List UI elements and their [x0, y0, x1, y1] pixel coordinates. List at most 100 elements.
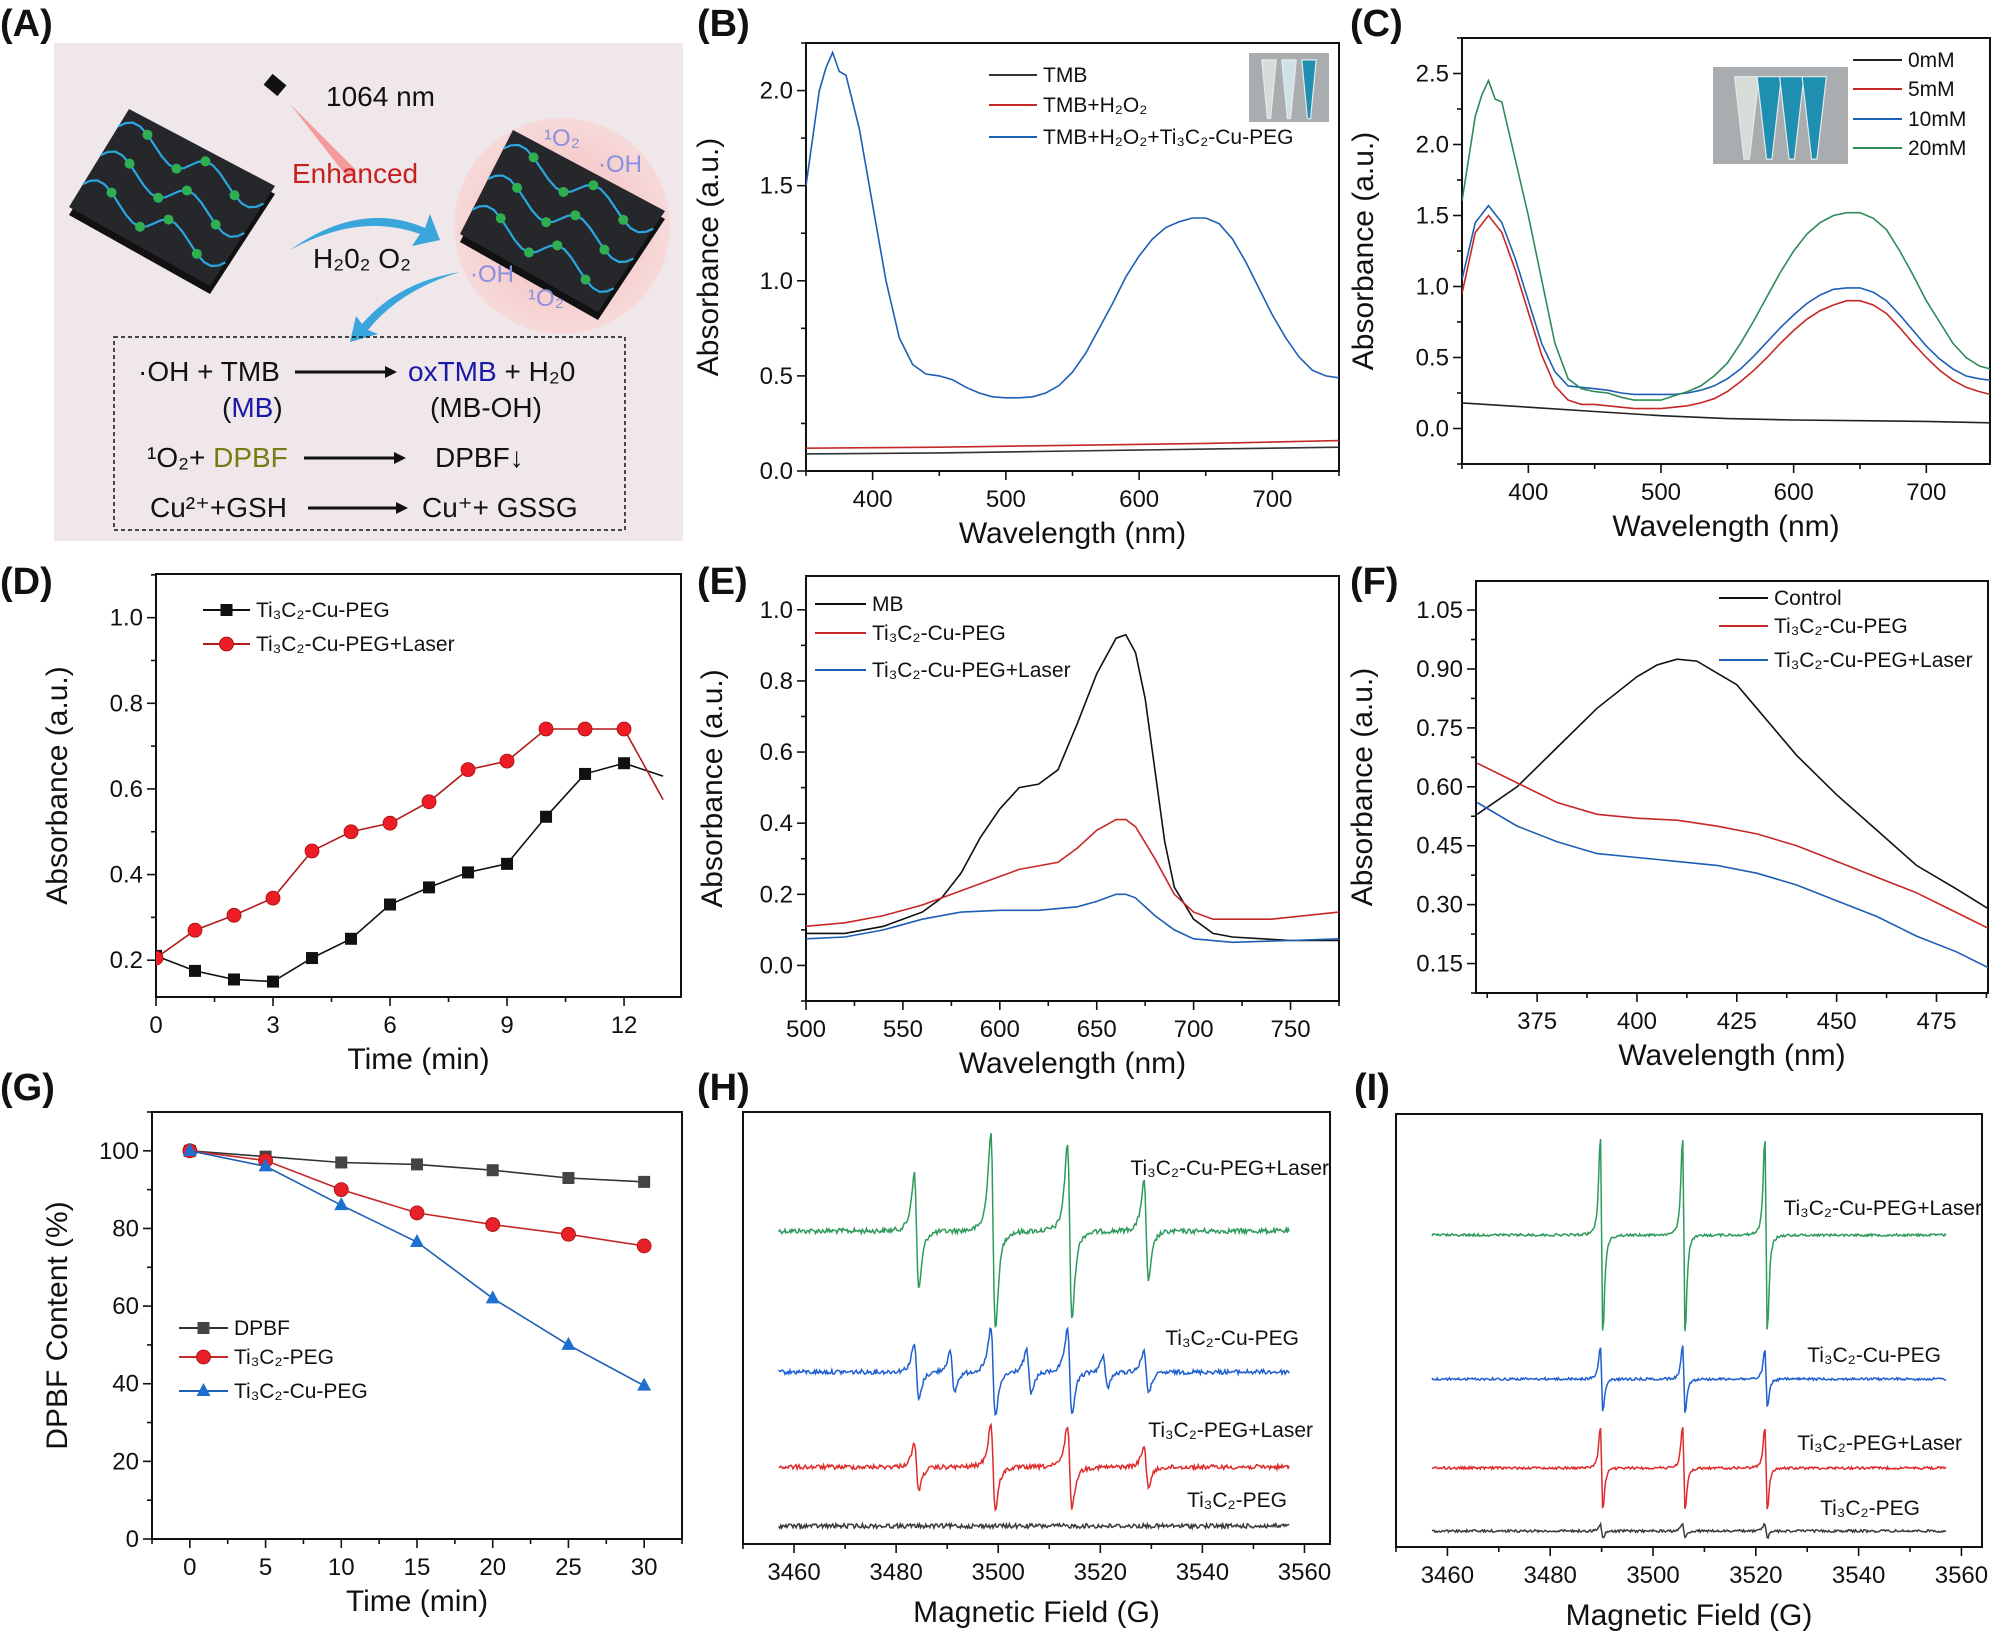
x-tick-label: 500 [1641, 479, 1681, 506]
series-line [1462, 204, 1990, 396]
ti3c2-sheet-right [460, 130, 665, 320]
copper-dot [181, 185, 192, 196]
copper-dot [229, 190, 240, 201]
reaction-equations-box [113, 336, 626, 531]
data-point-triangle [637, 1377, 652, 1391]
x-tick-label: 400 [853, 486, 893, 513]
chart-i: 3460 3480 3500 3520 3540 3560 Magnetic Field (… [1395, 1113, 1988, 1632]
y-tick-label: 0.6 [760, 739, 793, 766]
x-tick-label: 500 [986, 486, 1026, 513]
chart-b: 400 500 600 700 Wavelength (nm) 0.0 0.5 1.0 1.5 2… [692, 42, 1340, 550]
data-point-square [486, 1164, 499, 1177]
legend-label: Ti₃C₂-Cu-PEG+Laser [872, 659, 1071, 682]
y-tick-label: 0.0 [760, 952, 793, 979]
y-tick-label: 2.0 [1416, 132, 1449, 159]
y-tick-label: 80 [112, 1215, 139, 1242]
legend-label: 10mM [1908, 108, 1966, 131]
y-tick-label: 0.2 [110, 947, 143, 974]
copper-dot [210, 219, 221, 230]
trace-label: Ti₃C₂-PEG [1187, 1489, 1287, 1512]
y-tick-label: 0.30 [1416, 892, 1463, 919]
series-line [1476, 801, 1988, 969]
y-tick-label: 0.2 [760, 881, 793, 908]
x-axis-label: Time (min) [347, 1043, 489, 1076]
curved-arrow-icon [350, 272, 460, 342]
data-point-triangle [196, 1383, 211, 1396]
legend-label: MB [872, 593, 904, 616]
copper-dot [558, 186, 569, 197]
epr-trace [778, 1132, 1290, 1328]
series-line [1462, 78, 1990, 401]
copper-dot [618, 214, 629, 225]
equation-term: DPBF [213, 442, 288, 473]
equation-products: (MB-OH) [430, 392, 542, 423]
copper-dot [495, 213, 506, 224]
reactive-species-label: ·OH [598, 151, 642, 178]
x-tick-label: 375 [1517, 1008, 1557, 1035]
x-tick-label: 400 [1617, 1008, 1657, 1035]
data-point-circle [219, 636, 234, 652]
legend-label: TMB+H₂O₂ [1043, 94, 1147, 117]
x-tick-label: 15 [404, 1554, 431, 1581]
laser-wavelength-label: 1064 nm [326, 81, 435, 112]
equation-term: ) [273, 392, 282, 423]
data-point-square [579, 767, 592, 780]
data-point-square [411, 1158, 423, 1171]
y-tick-label: 0.0 [760, 458, 793, 485]
legend-label: Ti₃C₂-Cu-PEG [1774, 615, 1908, 638]
enhanced-label: Enhanced [292, 158, 418, 189]
y-tick-label: 2.5 [1416, 61, 1449, 88]
data-point-circle [485, 1217, 501, 1232]
copper-dot [528, 152, 539, 163]
equation-products: Cu⁺+ GSSG [422, 492, 578, 523]
x-tick-label: 10 [328, 1554, 355, 1581]
data-point-circle [187, 922, 203, 938]
equation-term: oxTMB [408, 356, 497, 387]
reactive-species-label: ¹O₂ [544, 125, 580, 152]
copper-dot [541, 217, 552, 228]
data-point-square [423, 881, 436, 894]
data-point-square [638, 1175, 651, 1188]
x-tick-label: 0 [149, 1012, 162, 1039]
equation-term: Cu²⁺+GSH [150, 492, 287, 523]
panel-label: (C) [1350, 3, 1403, 45]
copper-dot [570, 210, 581, 221]
x-tick-label: 3540 [1832, 1562, 1885, 1589]
data-point-circle [343, 824, 359, 840]
copper-dot [163, 214, 174, 225]
data-point-square [562, 1171, 575, 1184]
data-point-circle [561, 1226, 576, 1242]
reactive-species-label: ·OH [470, 261, 514, 288]
data-point-triangle [485, 1290, 500, 1304]
series-group [806, 50, 1339, 455]
data-point-circle [577, 721, 593, 737]
series-line [1476, 762, 1988, 929]
y-tick-label: 0.15 [1416, 951, 1463, 978]
data-point-square [220, 604, 233, 616]
panel-label: (G) [0, 1067, 55, 1109]
equation-term: DPBF↓ [435, 442, 524, 473]
equation-reactants: ·OH + TMB [138, 356, 280, 387]
copper-dot [153, 192, 164, 203]
legend-label: 5mM [1908, 78, 1955, 101]
x-axis-label: Wavelength (nm) [1612, 510, 1839, 543]
equation-term: + H₂0 [497, 356, 576, 387]
x-tick-label: 3480 [869, 1559, 922, 1586]
x-tick-label: 3460 [767, 1559, 820, 1586]
laser-beam [278, 92, 356, 178]
series-line [1462, 214, 1990, 410]
data-point-square [462, 866, 475, 879]
x-tick-label: 425 [1717, 1008, 1757, 1035]
x-tick-label: 3460 [1421, 1562, 1474, 1589]
data-point-triangle [410, 1234, 424, 1248]
x-tick-label: 3 [266, 1012, 279, 1039]
y-tick-label: 0.0 [1416, 416, 1449, 443]
data-point-triangle [182, 1142, 197, 1156]
series-line [806, 446, 1339, 455]
chart-g: 0 5 10 15 20 25 30 Time (min) 0 20 40 60 80 100 DPBF C… [41, 1111, 683, 1618]
panel-label: (F) [1350, 561, 1399, 603]
x-tick-label: 6 [383, 1012, 396, 1039]
series-group [806, 633, 1339, 944]
data-point-square [197, 1322, 210, 1334]
